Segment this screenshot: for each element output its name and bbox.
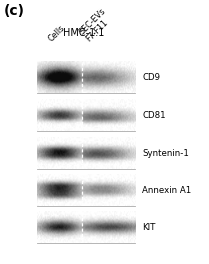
Text: (c): (c)	[4, 4, 25, 18]
Bar	[37, 138, 135, 169]
Text: KIT: KIT	[142, 223, 155, 232]
Bar	[37, 212, 135, 243]
Text: HMC-1.1: HMC-1.1	[63, 28, 104, 38]
Bar	[37, 62, 135, 93]
Bar	[37, 175, 135, 206]
Bar	[37, 100, 135, 131]
Text: Syntenin-1: Syntenin-1	[142, 149, 189, 158]
Text: SEC-EVs
F7-F11: SEC-EVs F7-F11	[77, 6, 114, 44]
Text: Annexin A1: Annexin A1	[142, 186, 191, 195]
Text: Cells: Cells	[47, 23, 67, 44]
Text: CD9: CD9	[142, 73, 160, 82]
Text: CD81: CD81	[142, 111, 166, 120]
